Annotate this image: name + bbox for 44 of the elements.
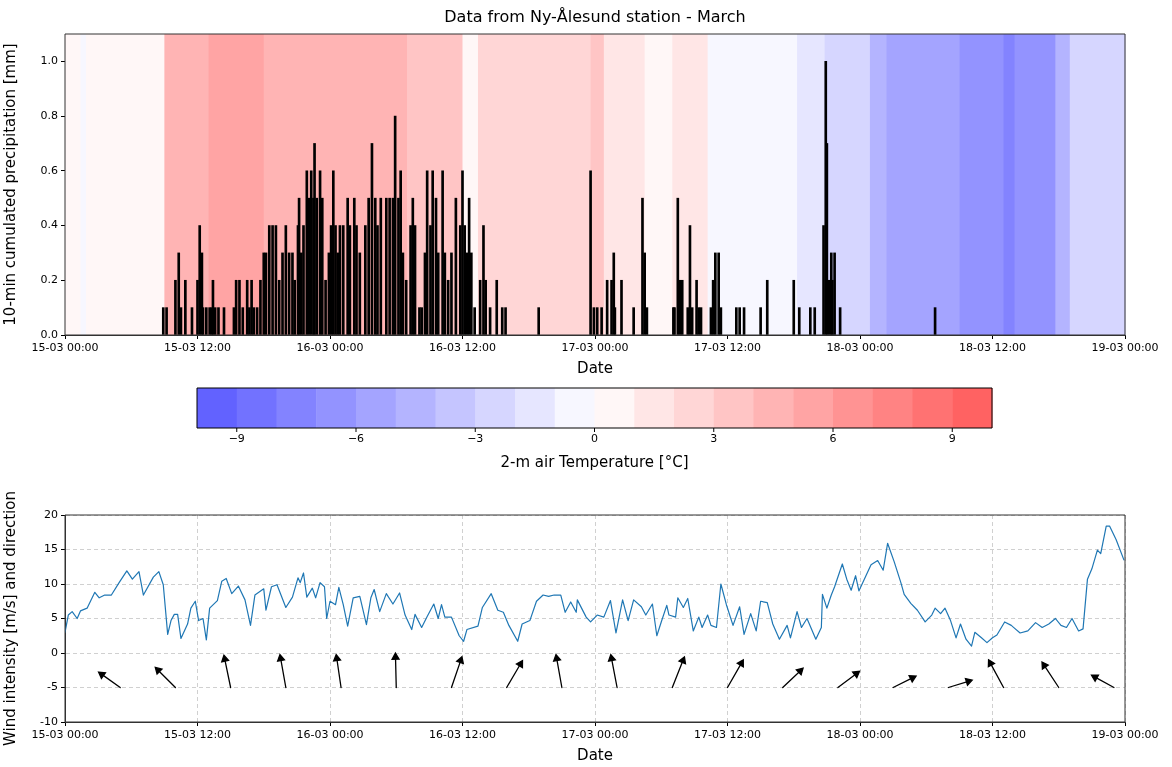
x-axis-title: Date (577, 358, 613, 377)
y-tick-label: 0 (51, 645, 58, 659)
color-bar-title: 2-m air Temperature [°C] (500, 453, 689, 472)
color-bar-label: −6 (347, 432, 365, 446)
x-axis-title: Date (577, 745, 613, 764)
y-tick-label: 0.0 (40, 327, 58, 341)
y-tick-label: 0.8 (40, 108, 58, 122)
color-bar-label: −9 (228, 432, 245, 446)
color-bar-label: 6 (829, 432, 837, 446)
x-tick-label: 16-03 12:00 (428, 728, 497, 742)
y-tick-label: 10 (44, 576, 58, 590)
x-tick-label: 16-03 12:00 (428, 341, 497, 355)
y-tick-label: -10 (40, 714, 58, 728)
color-bar-label: 9 (948, 432, 956, 446)
y-tick-label: 0.4 (40, 218, 58, 232)
x-tick-label: 15-03 12:00 (163, 728, 232, 742)
y-tick-label: 1.0 (40, 54, 58, 68)
color-bar-label: −3 (467, 432, 484, 446)
x-tick-label: 18-03 12:00 (958, 341, 1027, 355)
x-tick-label: 17-03 12:00 (693, 728, 762, 742)
y-axis-title: 10-min cumulated precipitation [mm] (0, 43, 19, 326)
y-tick-label: 0.6 (40, 163, 58, 177)
x-tick-label: 15-03 00:00 (31, 341, 99, 355)
x-tick-label: 17-03 00:00 (561, 728, 629, 742)
y-tick-label: 15 (44, 542, 58, 556)
x-tick-label: 19-03 00:00 (1091, 728, 1159, 742)
x-tick-label: 17-03 00:00 (561, 341, 629, 355)
chart-title: Data from Ny-Ålesund station - March (444, 7, 746, 27)
x-tick-label: 18-03 00:00 (826, 728, 894, 742)
color-bar-label: 3 (710, 432, 718, 446)
x-tick-label: 16-03 00:00 (296, 728, 364, 742)
color-bar-label: 0 (591, 432, 598, 446)
x-tick-label: 18-03 12:00 (958, 728, 1027, 742)
x-tick-label: 15-03 12:00 (163, 341, 232, 355)
x-tick-label: 17-03 12:00 (693, 341, 762, 355)
x-tick-label: 15-03 00:00 (31, 728, 99, 742)
x-tick-label: 19-03 00:00 (1091, 341, 1159, 355)
y-tick-label: 20 (44, 507, 58, 521)
y-tick-label: -5 (47, 680, 58, 694)
y-axis-title: Wind intensity [m/s] and direction (0, 491, 19, 746)
y-tick-label: 0.2 (40, 273, 58, 287)
y-tick-label: 5 (51, 611, 58, 625)
x-tick-label: 16-03 00:00 (296, 341, 364, 355)
x-tick-label: 18-03 00:00 (826, 341, 894, 355)
